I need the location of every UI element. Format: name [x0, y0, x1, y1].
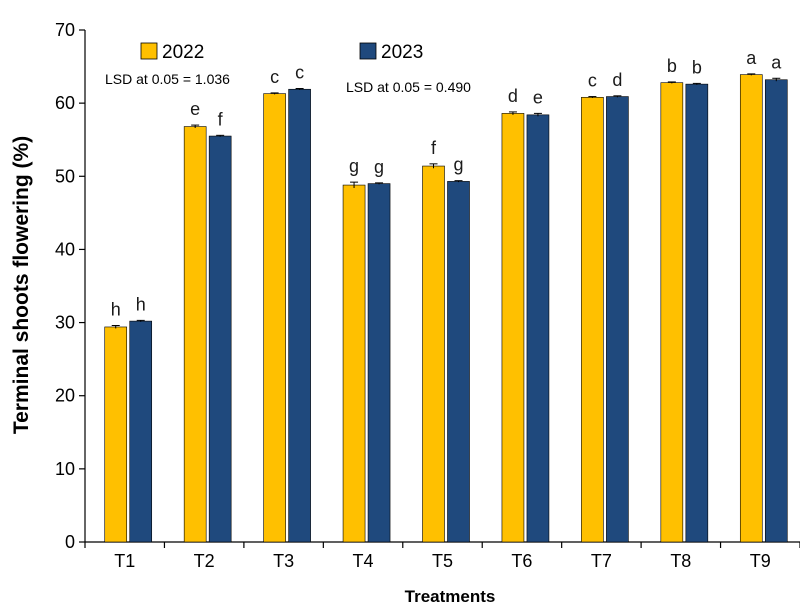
- significance-letter: e: [533, 87, 543, 107]
- significance-letter: d: [508, 86, 518, 106]
- bar-2023-T5: [447, 181, 470, 543]
- x-tick-label: T2: [194, 551, 215, 571]
- bar-2022-T9: [739, 74, 763, 543]
- y-axis: 0 10 20 30 40 50 60 70: [55, 20, 86, 552]
- significance-letter: c: [588, 71, 597, 91]
- y-tick-label: 70: [55, 20, 75, 40]
- significance-letter: f: [431, 138, 437, 158]
- y-tick-label: 40: [55, 239, 75, 259]
- y-tick-label: 30: [55, 313, 75, 333]
- bar-2022-T3: [263, 93, 286, 543]
- significance-letter: g: [349, 156, 359, 176]
- significance-letter: g: [374, 157, 384, 177]
- bar-2023-T4: [367, 183, 391, 543]
- y-axis-title: Terminal shoots flowering (%): [10, 136, 33, 434]
- x-tick-label: T5: [432, 551, 453, 571]
- x-axis: T1 T2 T3 T4 T5 T6 T7 T8 T9: [84, 541, 800, 571]
- bar-2022-T6: [501, 113, 525, 543]
- significance-letter: g: [453, 155, 463, 175]
- y-tick-label: 20: [55, 386, 75, 406]
- x-tick-label: T6: [511, 551, 532, 571]
- bar-2022-T7: [581, 96, 604, 543]
- bar-2022-T8: [660, 82, 684, 543]
- x-tick-label: T1: [114, 551, 135, 571]
- bar-2023-T2: [208, 135, 232, 543]
- x-tick-label: T7: [591, 551, 612, 571]
- bar-2022-T2: [183, 126, 207, 543]
- significance-letter: f: [218, 109, 224, 129]
- x-tick-label: T9: [750, 551, 771, 571]
- legend-swatch-2022: [140, 42, 158, 60]
- legend: 2022 2023: [140, 42, 423, 63]
- legend-label-2022: 2022: [162, 42, 204, 63]
- bar-2023-T9: [764, 79, 788, 543]
- bars: [104, 73, 788, 543]
- lsd-annotation-2022: LSD at 0.05 = 1.036: [105, 71, 230, 87]
- significance-letter: h: [111, 299, 121, 319]
- legend-label-2023: 2023: [381, 42, 423, 63]
- significance-letter: c: [270, 67, 279, 87]
- y-tick-label: 60: [55, 93, 75, 113]
- significance-letter: b: [692, 57, 702, 77]
- legend-swatch-2023: [359, 42, 377, 60]
- y-tick-label: 50: [55, 166, 75, 186]
- significance-letter: e: [190, 99, 200, 119]
- bar-2023-T3: [288, 88, 311, 543]
- significance-letter: a: [746, 48, 757, 68]
- y-tick-label: 0: [65, 532, 75, 552]
- x-axis-title: Treatments: [405, 587, 496, 606]
- x-tick-label: T3: [273, 551, 294, 571]
- lsd-annotation-2023: LSD at 0.05 = 0.490: [346, 79, 471, 95]
- y-tick-label: 10: [55, 459, 75, 479]
- bar-2023-T8: [685, 83, 709, 543]
- bar-2022-T1: [104, 326, 128, 543]
- bar-2023-T6: [526, 114, 550, 543]
- significance-letter: d: [612, 70, 622, 90]
- bar-2023-T7: [606, 96, 629, 543]
- bar-2022-T4: [342, 184, 366, 543]
- bar-2022-T5: [422, 165, 445, 543]
- significance-letter: h: [136, 294, 146, 314]
- bar-2023-T1: [129, 320, 153, 543]
- significance-letter: a: [771, 52, 782, 72]
- significance-letter: b: [667, 56, 677, 76]
- x-tick-label: T4: [353, 551, 374, 571]
- significance-letter: c: [295, 63, 304, 83]
- x-tick-label: T8: [670, 551, 691, 571]
